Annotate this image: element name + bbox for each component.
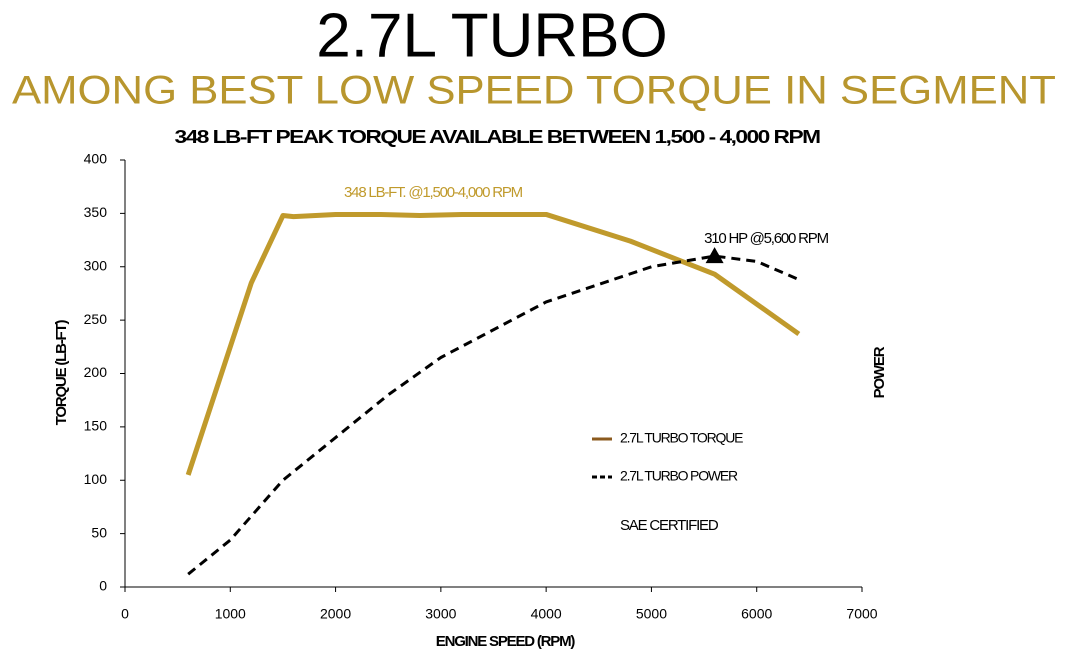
x-tick-label: 1000 [215,606,246,622]
y-tick-label: 150 [84,418,108,434]
note: SAE CERTIFIED [620,517,719,534]
legend-label: 2.7L TURBO TORQUE [620,430,743,446]
y-axis-label: TORQUE (LB-FT) [53,320,70,426]
subtitle: AMONG BEST LOW SPEED TORQUE IN SEGMENT [12,69,1056,113]
chart-title: 348 LB-FT PEAK TORQUE AVAILABLE BETWEEN … [175,127,820,147]
y-tick-label: 250 [84,311,108,327]
series-line [185,211,801,476]
x-tick-label: 5000 [636,606,667,622]
x-tick-label: 3000 [425,606,456,622]
annotation: 310 HP @5,600 RPM [704,230,828,247]
x-tick-label: 7000 [846,606,877,622]
main-title: 2.7L TURBO [316,1,667,70]
y-tick-label: 350 [84,204,108,220]
x-tick-label: 0 [121,606,129,622]
legend-label: 2.7L TURBO POWER [620,468,738,484]
x-tick-label: 4000 [531,606,562,622]
y-tick-label: 0 [99,578,107,594]
annotation: 348 LB-FT. @1,500-4,000 RPM [344,184,523,201]
y-tick-label: 300 [84,257,108,273]
x-axis-label: ENGINE SPEED (RPM) [436,633,576,650]
y-tick-label: 100 [84,471,108,487]
y-tick-label: 50 [91,524,107,540]
peak-marker [705,247,724,264]
series-line [187,254,800,576]
y2-axis-label: POWER [871,346,888,398]
x-tick-label: 6000 [741,606,772,622]
y-tick-label: 400 [84,151,108,167]
y-tick-label: 200 [84,364,108,380]
x-tick-label: 2000 [320,606,351,622]
